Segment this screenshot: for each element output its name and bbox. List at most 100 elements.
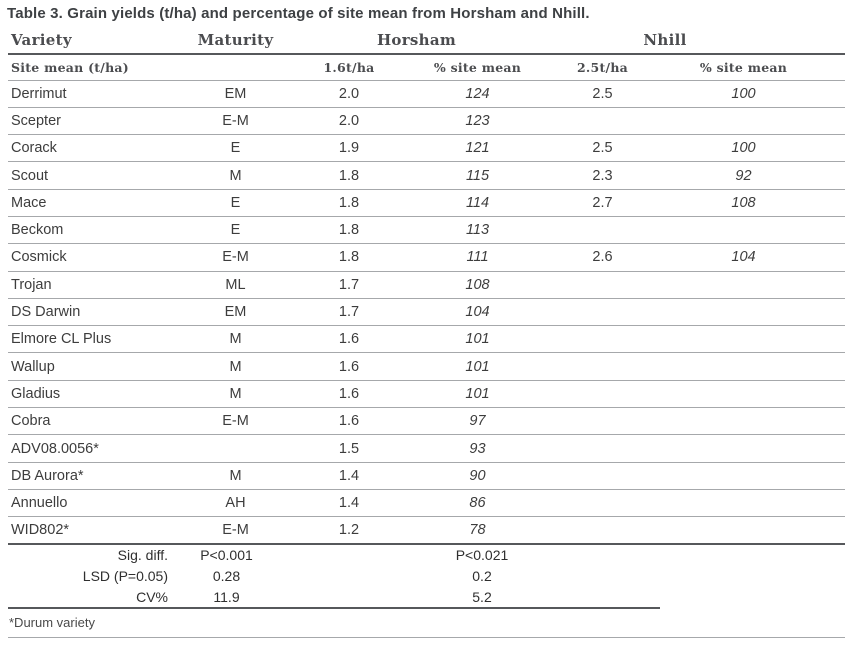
nhill-yield-cell: [545, 489, 660, 518]
stat-label-cell: LSD (P=0.05): [82, 567, 168, 584]
nhill-pct-cell: [660, 462, 845, 490]
horsham-pct-cell: 123: [410, 107, 545, 136]
nhill-yield-cell: [545, 462, 660, 490]
variety-cell: Annuello: [8, 489, 183, 518]
nhill-pct-cell: [660, 434, 845, 463]
table-row: DS Darwin EM 1.7 104: [8, 298, 845, 327]
nhill-pct-cell: [660, 298, 845, 327]
nhill-pct-cell: [660, 516, 845, 546]
nhill-pct-cell: [660, 380, 845, 409]
nhill-pct-cell: 104: [660, 243, 845, 272]
table-stats: Sig. diff. P<0.001 P<0.021 LSD (P=0.05) …: [8, 544, 845, 609]
maturity-cell: EM: [183, 298, 288, 327]
horsham-yield-cell: 1.5: [288, 434, 410, 463]
grain-yield-table: Variety Maturity Horsham Nhill Site mean…: [8, 26, 845, 609]
nhill-mean-header: 2.5t/ha: [545, 54, 660, 81]
horsham-pct-cell: 114: [410, 189, 545, 217]
nhill-yield-cell: [545, 380, 660, 409]
table-row: Cosmick E-M 1.8 111 2.6 104: [8, 243, 845, 272]
horsham-pct-cell: 101: [410, 325, 545, 354]
horsham-yield-cell: 1.7: [288, 271, 410, 299]
horsham-pct-cell: 113: [410, 216, 545, 245]
nhill-yield-cell: 2.6: [545, 243, 660, 272]
stat-horsham-cell: P<0.001: [200, 547, 253, 564]
horsham-yield-cell: 1.8: [288, 243, 410, 272]
variety-cell: Scout: [8, 161, 183, 190]
nhill-pct-cell: [660, 407, 845, 436]
nhill-pct-cell: [660, 216, 845, 245]
nhill-pct-cell: [660, 107, 845, 136]
stat-nhill-cell: 0.2: [472, 567, 492, 584]
maturity-cell: EM: [183, 80, 288, 108]
horsham-yield-cell: 1.6: [288, 380, 410, 409]
table-row: Wallup M 1.6 101: [8, 352, 845, 381]
maturity-cell: M: [183, 380, 288, 409]
table-row: Corack E 1.9 121 2.5 100: [8, 134, 845, 163]
horsham-yield-cell: 1.9: [288, 134, 410, 163]
maturity-cell: M: [183, 462, 288, 490]
variety-cell: WID802*: [8, 516, 183, 546]
variety-cell: Corack: [8, 134, 183, 163]
variety-cell: Mace: [8, 189, 183, 217]
horsham-yield-cell: 2.0: [288, 107, 410, 136]
horsham-pct-cell: 86: [410, 489, 545, 518]
variety-cell: Scepter: [8, 107, 183, 136]
horsham-pct-cell: 111: [410, 243, 545, 272]
nhill-yield-cell: [545, 407, 660, 436]
maturity-cell: M: [183, 161, 288, 190]
nhill-yield-cell: [545, 516, 660, 546]
variety-cell: Trojan: [8, 271, 183, 299]
horsham-yield-cell: 1.6: [288, 325, 410, 354]
horsham-pct-cell: 78: [410, 516, 545, 546]
stat-label-cell: Sig. diff.: [117, 547, 168, 564]
horsham-yield-cell: 1.6: [288, 352, 410, 381]
stat-horsham-cell: 11.9: [183, 586, 410, 609]
maturity-cell: E-M: [183, 107, 288, 136]
variety-cell: Cobra: [8, 407, 183, 436]
nhill-yield-cell: 2.7: [545, 189, 660, 217]
column-header-horsham: Horsham: [288, 26, 545, 55]
variety-cell: Beckom: [8, 216, 183, 245]
maturity-cell: ML: [183, 271, 288, 299]
stat-label-cell: CV%: [8, 586, 183, 609]
nhill-pct-cell: [660, 489, 845, 518]
table-title: Table 3. Grain yields (t/ha) and percent…: [7, 5, 590, 22]
table-row: Gladius M 1.6 101: [8, 380, 845, 409]
nhill-yield-cell: 2.5: [545, 80, 660, 108]
horsham-yield-cell: 1.2: [288, 516, 410, 546]
nhill-yield-cell: [545, 298, 660, 327]
maturity-cell: M: [183, 325, 288, 354]
stat-nhill-cell: 5.2: [410, 586, 660, 609]
variety-cell: Gladius: [8, 380, 183, 409]
table-body: Derrimut EM 2.0 124 2.5 100 Scepter E-M …: [8, 80, 845, 546]
nhill-yield-cell: [545, 271, 660, 299]
maturity-cell: AH: [183, 489, 288, 518]
nhill-yield-cell: [545, 107, 660, 136]
stat-horsham-cell: 0.28: [212, 567, 241, 584]
horsham-mean-header: 1.6t/ha: [288, 54, 410, 81]
variety-cell: Derrimut: [8, 80, 183, 108]
horsham-pct-cell: 104: [410, 298, 545, 327]
horsham-yield-cell: 1.8: [288, 189, 410, 217]
variety-cell: DB Aurora*: [8, 462, 183, 490]
horsham-pct-cell: 101: [410, 380, 545, 409]
stats-row: LSD (P=0.05) 0.28 0.2: [8, 565, 845, 586]
table-row: Scout M 1.8 115 2.3 92: [8, 161, 845, 190]
table-row: Elmore CL Plus M 1.6 101: [8, 325, 845, 354]
table-row: ADV08.0056* 1.5 93: [8, 434, 845, 463]
stats-row: CV% 11.9 5.2: [8, 586, 845, 609]
variety-cell: Cosmick: [8, 243, 183, 272]
horsham-pct-cell: 90: [410, 462, 545, 490]
nhill-pct-cell: [660, 325, 845, 354]
table-row: WID802* E-M 1.2 78: [8, 516, 845, 546]
maturity-cell: E: [183, 216, 288, 245]
maturity-cell: E-M: [183, 516, 288, 546]
variety-cell: Wallup: [8, 352, 183, 381]
column-header-variety: Variety: [8, 26, 183, 55]
column-header-maturity: Maturity: [183, 26, 288, 55]
table-row: Scepter E-M 2.0 123: [8, 107, 845, 136]
column-header-nhill: Nhill: [545, 26, 845, 55]
horsham-pct-cell: 124: [410, 80, 545, 108]
maturity-cell: E-M: [183, 243, 288, 272]
